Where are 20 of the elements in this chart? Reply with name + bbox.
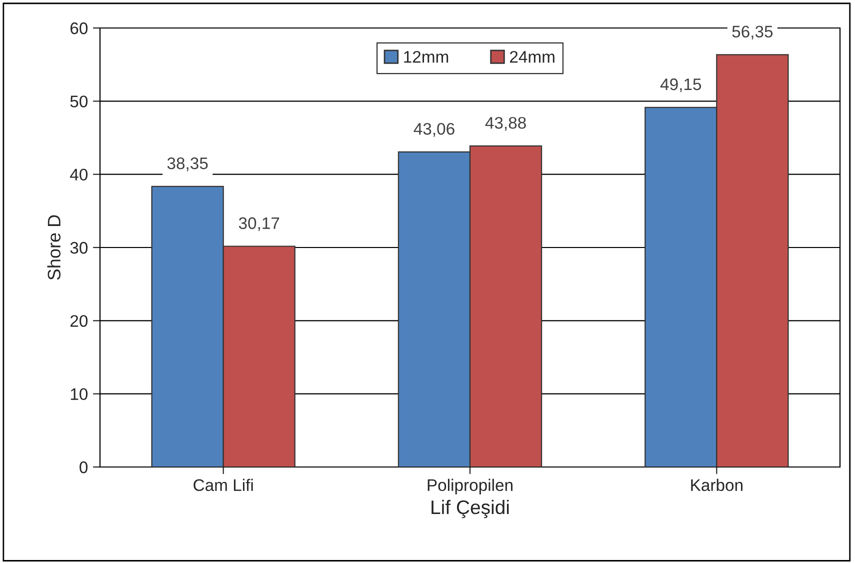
y-tick-label: 30 (70, 242, 88, 254)
data-label: 43,88 (485, 116, 526, 131)
data-label: 38,35 (167, 157, 208, 172)
x-tick-label: Polipropilen (428, 478, 512, 494)
legend-label: 12mm (404, 50, 448, 63)
y-axis-title: Shore D (47, 215, 61, 280)
y-tick-label: 20 (70, 315, 88, 327)
y-tick-label: 50 (70, 96, 88, 108)
data-label: 30,17 (238, 217, 280, 232)
y-tick-label: 10 (70, 388, 88, 400)
legend-label: 24mm (510, 50, 554, 63)
y-tick-label: 0 (80, 461, 88, 474)
x-tick-label: Cam Lifi (194, 478, 253, 492)
y-tick-label: 60 (70, 22, 88, 34)
data-label: 43,06 (414, 122, 454, 137)
data-label: 49,15 (660, 78, 702, 92)
x-axis-title: Lif Çeşidi (432, 500, 509, 518)
y-tick-label: 40 (70, 168, 88, 181)
data-label: 56,35 (732, 26, 773, 40)
x-tick-label: Karbon (691, 478, 742, 492)
